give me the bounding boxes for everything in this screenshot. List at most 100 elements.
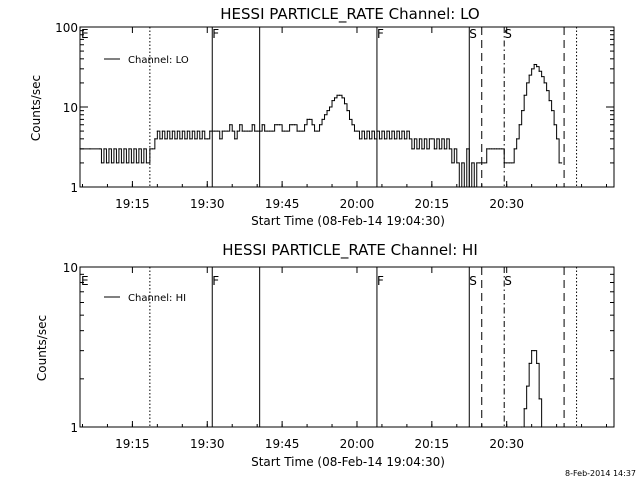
data-point-lo [548,100,550,102]
data-point-lo [560,162,563,164]
data-point-lo [401,130,403,132]
data-point-lo [103,148,105,150]
x-tick-label-hi: 19:45 [265,437,300,451]
data-point-lo [513,148,515,150]
data-point-lo [194,138,196,140]
data-point-lo [483,162,485,164]
data-point-lo [321,118,323,120]
data-point-lo [176,130,178,132]
data-point-lo [376,130,378,132]
data-point-lo [533,63,535,66]
data-point-lo [149,148,151,150]
y-axis-label-hi: Counts/sec [35,315,49,381]
panel-lo: HESSI PARTICLE_RATE Channel: LO Start Ti… [29,5,480,228]
x-tick-label-lo: 19:30 [190,197,225,211]
data-point-lo [174,138,176,140]
data-point-lo [356,130,358,132]
data-point-lo [411,148,413,150]
data-point-lo [214,130,216,132]
y-tick-label-hi: 10 [63,261,78,275]
data-point-lo [128,148,130,150]
data-point-hi [533,350,535,352]
data-point-lo [186,130,188,132]
data-point-lo [433,148,435,150]
data-point-lo [403,138,405,140]
x-tick-label-lo: 20:30 [489,197,524,211]
data-point-lo [556,138,558,140]
data-point-lo [286,130,288,132]
data-point-lo [231,130,233,132]
event-marker-label-hi: S [469,274,477,288]
data-point-lo [199,138,201,140]
data-point-lo [254,130,256,132]
edge-label-lo: E [81,27,89,41]
data-point-lo [476,162,478,164]
data-point-lo [105,162,108,164]
data-point-lo [328,106,331,108]
data-point-lo [239,124,241,126]
data-point-lo [346,110,348,112]
data-point-lo [133,148,135,150]
timestamp-footer: 8-Feb-2014 14:37 [565,469,636,478]
data-point-lo [348,118,351,120]
y-tick-label-lo: 10 [63,101,78,115]
event-marker-label-hi: S [504,274,512,288]
data-point-lo [543,82,545,84]
data-point-lo [428,138,430,140]
data-point-lo [456,162,458,164]
data-point-lo [211,130,213,132]
data-point-lo [143,148,145,150]
data-point-lo [159,138,161,140]
data-point-lo [386,130,388,132]
x-tick-label-hi: 19:15 [115,437,150,451]
data-point-lo [234,138,236,140]
data-point-lo [498,148,500,150]
data-point-lo [438,148,440,150]
data-point-lo [318,124,321,126]
data-point-hi [538,398,540,400]
legend-label-lo: Channel: LO [128,55,189,66]
data-point-hi [521,426,523,428]
data-point-lo [115,162,118,164]
data-point-lo [396,130,398,132]
data-point-lo [336,94,338,96]
data-point-lo [323,114,326,116]
data-point-lo [209,130,211,132]
data-point-lo [488,148,490,150]
data-point-lo [281,130,283,132]
series-line-lo [80,63,562,188]
x-tick-label-lo: 20:15 [415,197,450,211]
data-point-lo [313,130,316,132]
x-tick-label-hi: 19:30 [190,437,225,451]
data-point-lo [343,103,346,105]
data-point-lo [453,148,455,150]
data-point-lo [541,75,543,78]
data-point-lo [306,118,308,120]
data-point-lo [140,162,142,164]
data-point-lo [191,130,193,132]
data-point-lo [125,162,128,164]
data-point-lo [478,162,480,164]
data-point-lo [326,110,328,112]
data-point-lo [341,97,343,99]
data-point-lo [291,124,293,126]
data-point-lo [110,162,113,164]
y-tick-label-lo: 100 [55,21,78,35]
data-point-hi [526,385,528,387]
data-point-lo [311,124,313,126]
data-point-lo [79,148,81,150]
data-point-lo [371,130,373,132]
data-point-lo [266,130,268,132]
data-point-lo [373,138,376,140]
data-point-lo [531,68,533,70]
data-point-lo [461,162,463,164]
x-tick-label-lo: 19:15 [115,197,150,211]
data-point-lo [171,130,173,132]
data-point-lo [118,148,120,150]
data-point-lo [441,138,443,140]
data-point-lo [443,148,445,150]
data-point-lo [120,162,123,164]
data-point-lo [89,148,91,150]
event-marker-label-lo: S [469,27,477,41]
data-point-lo [426,148,428,150]
